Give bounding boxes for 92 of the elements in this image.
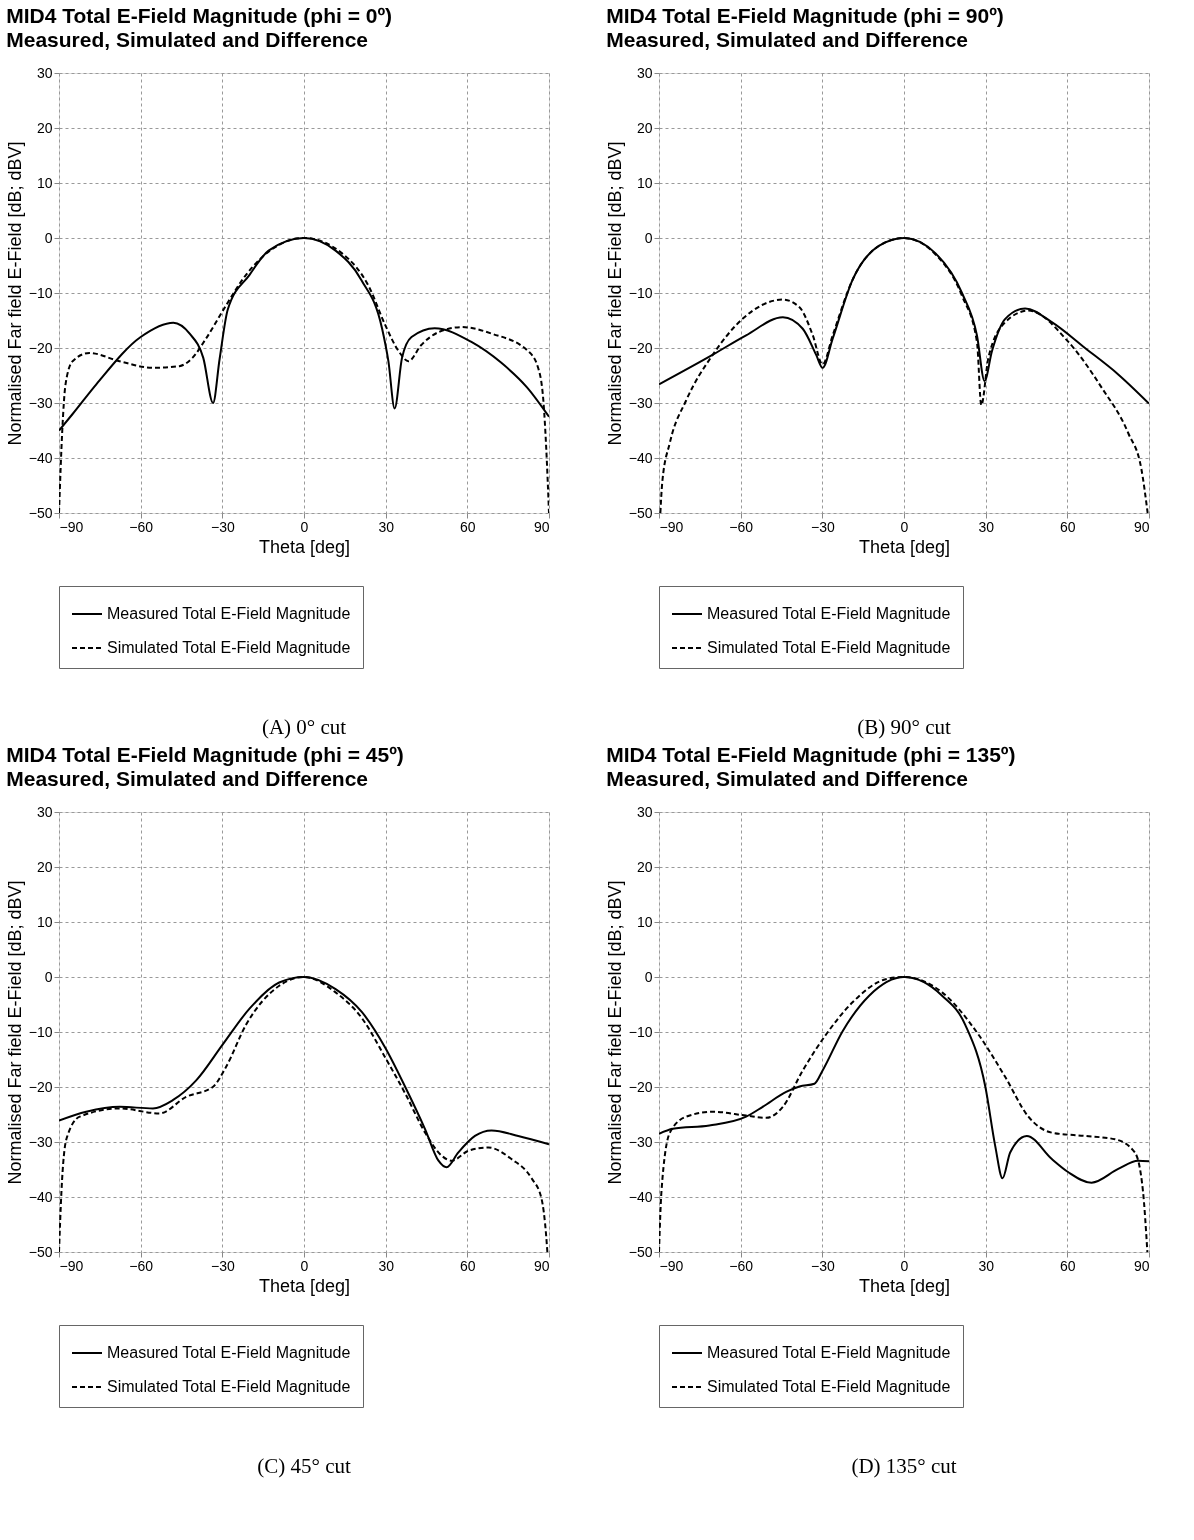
y-tick-label: 30 xyxy=(636,64,653,81)
x-tick-label: −90 xyxy=(659,518,684,535)
x-tick-label: 0 xyxy=(300,1257,309,1274)
chart-title: MID4 Total E-Field Magnitude (phi = 135º) xyxy=(606,743,1016,766)
y-tick-label: 10 xyxy=(36,913,53,930)
x-tick-label: 90 xyxy=(533,1257,550,1274)
x-tick-label: −30 xyxy=(810,518,835,535)
x-tick-label: −90 xyxy=(59,518,84,535)
x-tick-label: 0 xyxy=(900,1257,909,1274)
x-tick-label: −30 xyxy=(810,1257,835,1274)
legend-label: Simulated Total E-Field Magnitude xyxy=(707,639,951,656)
y-tick-label: 0 xyxy=(644,229,653,246)
y-tick-label: −40 xyxy=(628,1188,653,1205)
legend-label: Measured Total E-Field Magnitude xyxy=(107,605,351,622)
x-axis-title: Theta [deg] xyxy=(858,536,951,557)
chart-title: MID4 Total E-Field Magnitude (phi = 0º) xyxy=(6,4,393,27)
y-tick-label: −20 xyxy=(628,1078,653,1095)
text: (B) 90° cut xyxy=(857,715,951,739)
chart-title: MID4 Total E-Field Magnitude (phi = 45º) xyxy=(6,743,404,766)
x-tick-label: 30 xyxy=(378,518,395,535)
chart-subtitle: Measured, Simulated and Difference xyxy=(6,767,369,790)
y-tick-label: 30 xyxy=(36,803,53,820)
y-tick-label: −10 xyxy=(628,284,653,301)
y-tick-label: −50 xyxy=(628,504,653,521)
chart-title: MID4 Total E-Field Magnitude (phi = 90º) xyxy=(606,4,1004,27)
x-tick-label: 90 xyxy=(1133,1257,1150,1274)
y-tick-label: 20 xyxy=(36,858,53,875)
y-axis-title: Normalised Far field E-Field [dB; dBV] xyxy=(604,141,625,446)
x-axis-title: Theta [deg] xyxy=(858,1275,951,1296)
y-axis-title: Normalised Far field E-Field [dB; dBV] xyxy=(4,880,25,1185)
y-axis-title: Normalised Far field E-Field [dB; dBV] xyxy=(604,880,625,1185)
y-tick-label: 30 xyxy=(636,803,653,820)
y-tick-label: −10 xyxy=(628,1023,653,1040)
x-axis-title: Theta [deg] xyxy=(258,1275,351,1296)
chart-subtitle: Measured, Simulated and Difference xyxy=(6,28,369,51)
y-tick-label: −20 xyxy=(28,339,53,356)
y-tick-label: 20 xyxy=(636,119,653,136)
y-tick-label: 30 xyxy=(36,64,53,81)
x-tick-label: −60 xyxy=(729,1257,754,1274)
x-tick-label: 60 xyxy=(1060,1257,1076,1274)
y-tick-label: 10 xyxy=(636,913,653,930)
x-tick-label: 90 xyxy=(533,518,550,535)
y-tick-label: −40 xyxy=(628,449,653,466)
y-tick-label: −40 xyxy=(28,449,53,466)
legend-label: Measured Total E-Field Magnitude xyxy=(707,605,951,622)
y-tick-label: −10 xyxy=(28,1023,53,1040)
x-tick-label: 60 xyxy=(1060,518,1076,535)
legend-label: Measured Total E-Field Magnitude xyxy=(707,1344,951,1361)
y-tick-label: 10 xyxy=(36,174,53,191)
legend-label: Simulated Total E-Field Magnitude xyxy=(707,1378,951,1395)
x-tick-label: −60 xyxy=(129,1257,154,1274)
y-tick-label: −30 xyxy=(628,1133,653,1150)
text: (A) 0° cut xyxy=(261,715,347,739)
x-tick-label: 0 xyxy=(300,518,309,535)
x-tick-label: −60 xyxy=(129,518,154,535)
y-tick-label: 20 xyxy=(636,858,653,875)
y-tick-label: −30 xyxy=(628,394,653,411)
y-tick-label: −20 xyxy=(628,339,653,356)
x-tick-label: 30 xyxy=(978,518,995,535)
legend-label: Simulated Total E-Field Magnitude xyxy=(107,1378,351,1395)
legend-label: Simulated Total E-Field Magnitude xyxy=(107,639,351,656)
text: (C) 45° cut xyxy=(257,1454,351,1478)
y-tick-label: −20 xyxy=(28,1078,53,1095)
y-tick-label: 20 xyxy=(36,119,53,136)
x-tick-label: −30 xyxy=(210,518,235,535)
text: (D) 135° cut xyxy=(851,1454,957,1478)
y-tick-label: −50 xyxy=(628,1243,653,1260)
x-tick-label: 0 xyxy=(900,518,909,535)
x-tick-label: 60 xyxy=(460,518,476,535)
legend-label: Measured Total E-Field Magnitude xyxy=(107,1344,351,1361)
y-tick-label: −10 xyxy=(28,284,53,301)
x-tick-label: 30 xyxy=(378,1257,395,1274)
y-tick-label: 10 xyxy=(636,174,653,191)
x-tick-label: 60 xyxy=(460,1257,476,1274)
chart-subtitle: Measured, Simulated and Difference xyxy=(606,767,969,790)
x-tick-label: −60 xyxy=(729,518,754,535)
y-tick-label: −50 xyxy=(28,1243,53,1260)
x-tick-label: 30 xyxy=(978,1257,995,1274)
x-tick-label: 90 xyxy=(1133,518,1150,535)
x-axis-title: Theta [deg] xyxy=(258,536,351,557)
x-tick-label: −90 xyxy=(59,1257,84,1274)
y-tick-label: −50 xyxy=(28,504,53,521)
y-tick-label: 0 xyxy=(644,968,653,985)
y-tick-label: 0 xyxy=(44,968,53,985)
y-tick-label: −30 xyxy=(28,394,53,411)
y-axis-title: Normalised Far field E-Field [dB; dBV] xyxy=(4,141,25,446)
x-tick-label: −30 xyxy=(210,1257,235,1274)
y-tick-label: −40 xyxy=(28,1188,53,1205)
chart-subtitle: Measured, Simulated and Difference xyxy=(606,28,969,51)
x-tick-label: −90 xyxy=(659,1257,684,1274)
y-tick-label: −30 xyxy=(28,1133,53,1150)
y-tick-label: 0 xyxy=(44,229,53,246)
